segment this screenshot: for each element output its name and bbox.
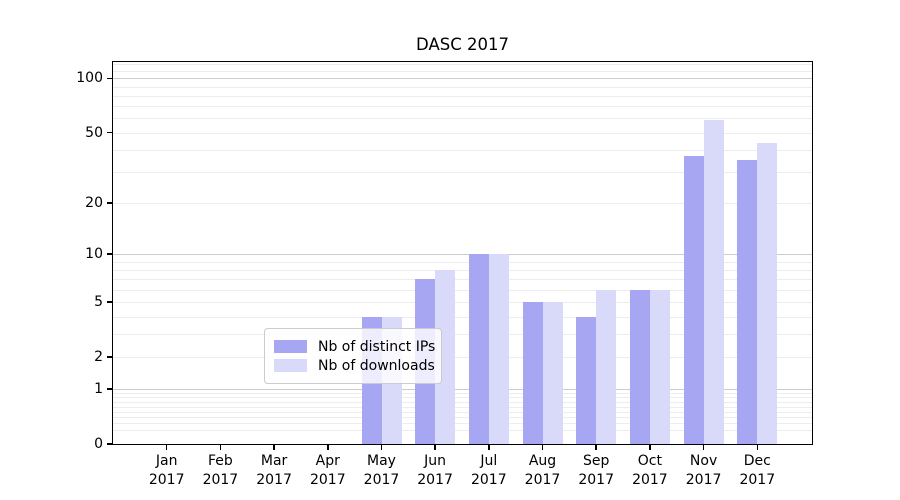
x-tick-label-oct: Oct 2017 [632, 453, 668, 488]
gridline-major [113, 389, 812, 391]
x-tick-label-jun: Jun 2017 [417, 453, 453, 488]
gridline-minor [113, 270, 812, 271]
gridline-minor [113, 402, 812, 403]
bar-distinct-ips-dec [737, 160, 758, 444]
gridline-minor [113, 302, 812, 304]
y-tick-label: 10 [85, 246, 103, 263]
x-tick [488, 444, 490, 450]
x-tick [756, 444, 759, 450]
gridline-minor [113, 172, 812, 173]
x-tick [165, 444, 168, 450]
y-tick-label: 1 [94, 381, 103, 398]
gridline-minor [113, 71, 812, 72]
gridline-minor [113, 423, 812, 425]
x-tick-label-mar: Mar 2017 [256, 453, 292, 488]
gridline-minor [113, 397, 812, 399]
plot-area [113, 62, 812, 444]
legend-entry-downloads: Nb of downloads [274, 357, 435, 374]
bar-distinct-ips-oct [629, 289, 650, 444]
x-tick-label-feb: Feb 2017 [202, 453, 239, 488]
x-tick-label-aug: Aug 2017 [524, 453, 561, 488]
x-tick [649, 444, 651, 450]
y-tick [107, 388, 113, 390]
gridline-minor [113, 289, 812, 291]
gridline-minor [113, 411, 812, 413]
x-tick [219, 444, 222, 450]
x-tick [327, 444, 329, 450]
y-tick-label: 50 [85, 124, 103, 141]
bar-distinct-ips-jul [468, 254, 489, 444]
y-tick-label: 20 [85, 194, 103, 211]
legend-label-downloads: Nb of downloads [318, 357, 435, 374]
bar-downloads-jun [435, 270, 456, 444]
legend: Nb of distinct IPs Nb of downloads [264, 328, 442, 384]
gridline-minor [113, 64, 812, 66]
gridline-minor [113, 202, 812, 204]
x-tick-label-dec: Dec 2017 [739, 453, 776, 488]
x-tick-label-jan: Jan 2017 [148, 453, 185, 488]
bar-downloads-oct [649, 289, 670, 444]
bar-distinct-ips-aug [522, 302, 543, 444]
y-tick [107, 77, 113, 80]
y-tick [107, 253, 113, 255]
gridline-minor [113, 357, 812, 358]
x-tick [702, 444, 705, 450]
y-tick-label: 2 [94, 349, 103, 365]
gridline-minor [113, 95, 812, 97]
x-tick-label-may: May 2017 [363, 453, 400, 488]
bar-downloads-nov [703, 119, 724, 444]
x-tick [595, 444, 597, 450]
gridline-minor [113, 132, 812, 134]
bar-downloads-aug [542, 302, 563, 444]
y-tick-label: 100 [76, 70, 103, 87]
y-tick [107, 356, 113, 358]
y-tick [107, 131, 113, 134]
legend-swatch-downloads [274, 359, 307, 372]
gridline-minor [113, 429, 812, 431]
gridline-minor [113, 261, 812, 263]
x-tick-label-apr: Apr 2017 [309, 453, 346, 488]
x-tick-label-sep: Sep 2017 [578, 453, 614, 488]
bar-downloads-jul [488, 254, 509, 444]
x-tick [434, 444, 436, 450]
y-tick [107, 301, 113, 303]
bar-distinct-ips-sep [576, 316, 597, 444]
legend-entry-distinct-ips: Nb of distinct IPs [274, 338, 436, 355]
x-tick-label-jul: Jul 2017 [470, 453, 507, 488]
y-tick-label: 0 [94, 436, 103, 452]
x-tick [380, 444, 383, 450]
x-tick-label-nov: Nov 2017 [685, 453, 722, 488]
chart-title: DASC 2017 [416, 35, 509, 54]
gridline-minor [113, 149, 812, 151]
gridline-minor [113, 316, 812, 318]
gridline-minor [113, 393, 812, 395]
gridline-minor [113, 417, 812, 419]
gridline-minor [113, 86, 812, 88]
gridline-minor [113, 406, 812, 408]
x-tick [273, 444, 275, 450]
gridline-minor [113, 118, 812, 120]
gridline-major [113, 254, 812, 256]
gridline-major [113, 78, 812, 80]
bar-distinct-ips-nov [683, 155, 704, 444]
y-tick [107, 443, 113, 445]
legend-swatch-distinct-ips [274, 340, 307, 353]
bar-downloads-sep [596, 289, 617, 444]
gridline-minor [113, 334, 812, 336]
x-tick [541, 444, 544, 450]
gridline-minor [113, 279, 812, 281]
bar-downloads-dec [757, 142, 778, 444]
y-tick-label: 5 [94, 294, 103, 311]
legend-label-distinct-ips: Nb of distinct IPs [318, 338, 436, 355]
gridline-minor [113, 106, 812, 108]
y-tick [107, 202, 113, 204]
